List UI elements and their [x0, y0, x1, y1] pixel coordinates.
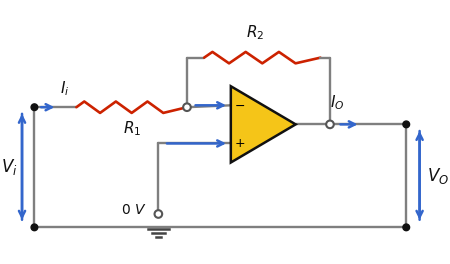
- Circle shape: [31, 104, 38, 111]
- Circle shape: [403, 121, 410, 128]
- Circle shape: [31, 224, 38, 231]
- Text: $I_O$: $I_O$: [330, 93, 345, 112]
- Text: $V_i$: $V_i$: [1, 157, 17, 177]
- Circle shape: [154, 210, 162, 218]
- Text: $V_O$: $V_O$: [427, 166, 449, 186]
- Text: $I_i$: $I_i$: [60, 79, 70, 98]
- Text: $0\ V$: $0\ V$: [122, 203, 147, 217]
- Text: $-$: $-$: [234, 99, 245, 112]
- Text: $R_2$: $R_2$: [247, 24, 265, 43]
- Circle shape: [403, 224, 410, 231]
- Circle shape: [183, 103, 191, 111]
- Text: $R_1$: $R_1$: [122, 120, 141, 138]
- Polygon shape: [231, 86, 296, 163]
- Circle shape: [326, 121, 334, 128]
- Text: $+$: $+$: [234, 137, 245, 150]
